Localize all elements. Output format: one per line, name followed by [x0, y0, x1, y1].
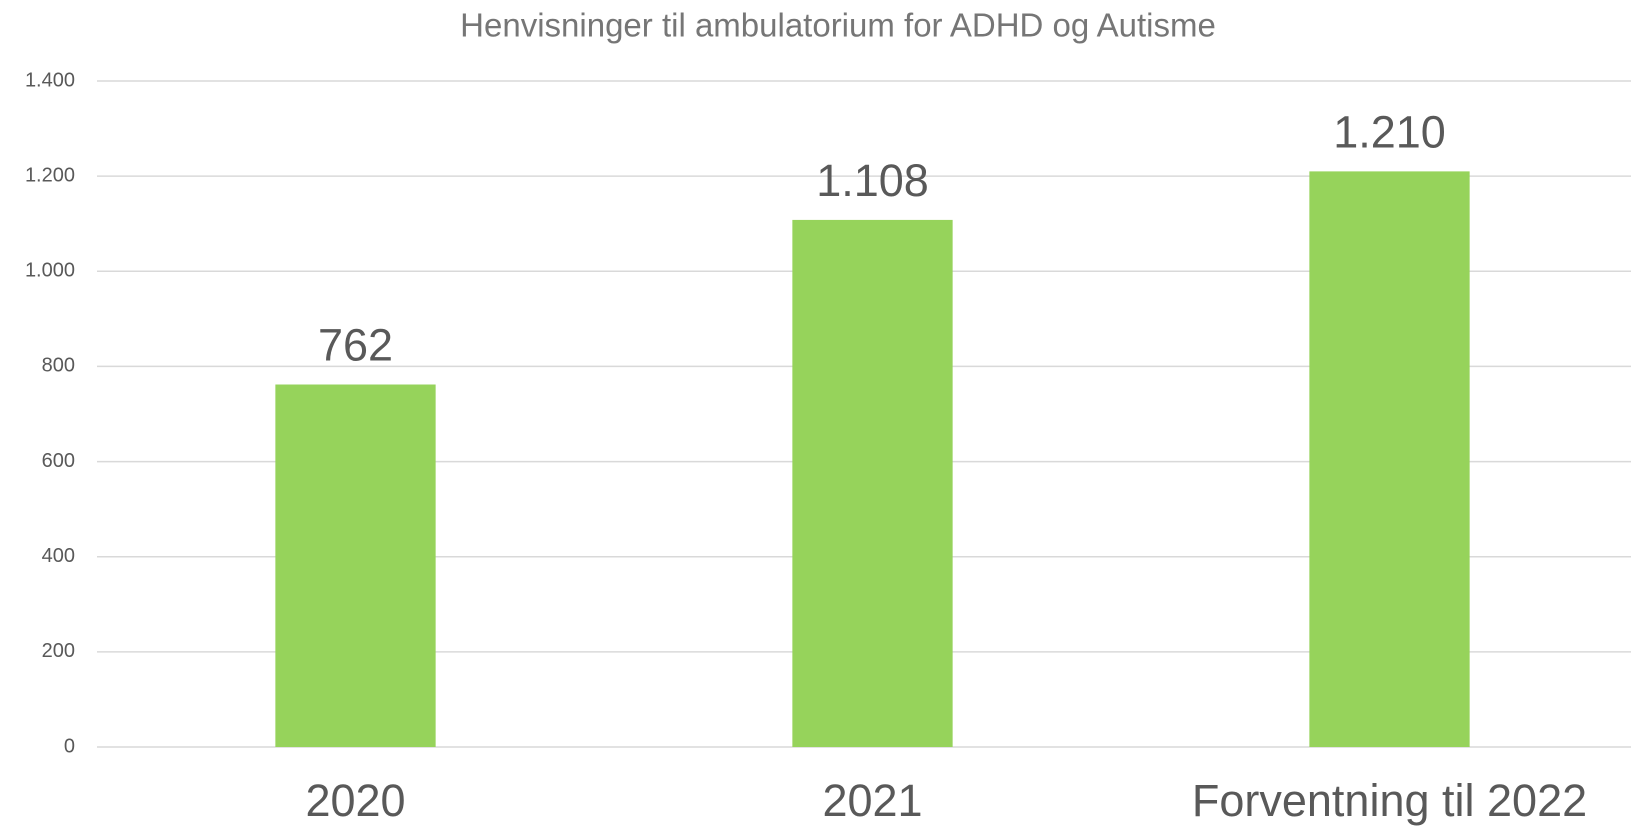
x-tick-label: Forventning til 2022	[1192, 775, 1587, 826]
y-tick-label: 200	[42, 640, 75, 662]
data-label: 762	[318, 319, 393, 370]
chart-title: Henvisninger til ambulatorium for ADHD o…	[460, 7, 1216, 44]
y-tick-label: 0	[64, 735, 75, 757]
x-tick-label: 2021	[822, 775, 922, 826]
bar	[1309, 171, 1470, 747]
data-label: 1.108	[816, 155, 929, 206]
y-tick-label: 400	[42, 545, 75, 567]
y-tick-label: 1.400	[25, 69, 75, 91]
x-tick-label: 2020	[305, 775, 405, 826]
y-tick-label: 1.200	[25, 164, 75, 186]
data-label: 1.210	[1333, 106, 1446, 157]
y-tick-label: 1.000	[25, 260, 75, 282]
bar	[275, 384, 436, 747]
bar	[792, 219, 953, 747]
y-tick-label: 600	[42, 450, 75, 472]
y-tick-label: 800	[42, 355, 75, 377]
